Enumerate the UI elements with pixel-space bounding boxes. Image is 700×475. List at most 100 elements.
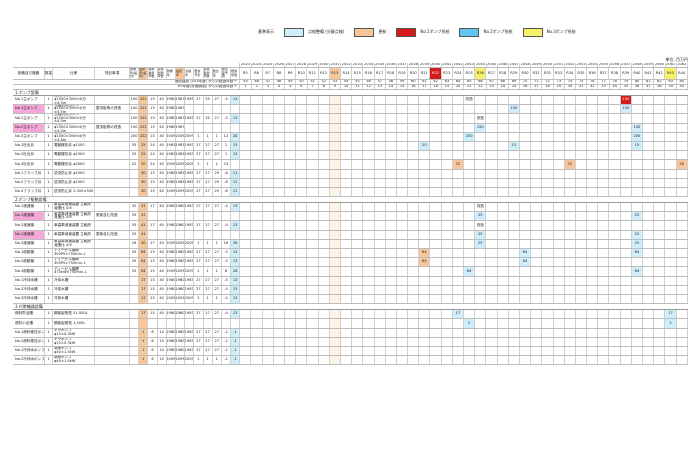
year-cell: 25 [631,230,643,239]
year-cell [520,123,532,132]
equipment-value: 13 [231,294,241,304]
header-label: 整備年 [166,68,176,79]
equipment-value: 40 [158,96,167,105]
year-cell [329,285,341,294]
header-reiwa: R6 [251,68,263,79]
year-cell [329,310,341,319]
equipment-value: 40 [158,132,167,141]
year-cell [486,346,498,356]
year-cell [665,212,677,221]
equipment-value: 1 [194,294,204,304]
year-cell [576,276,588,285]
equipment-value: 1 [194,267,204,276]
year-cell [419,169,431,178]
legend-item: No.1ポンプ系統 [396,27,449,37]
equipment-value: 15 [148,249,158,258]
header-label: 更新予定 [194,68,204,79]
year-cell [274,151,285,160]
year-cell [677,96,688,105]
year-cell [598,285,610,294]
header-elapsed: 70 [520,80,532,84]
year-cell [531,187,543,197]
equipment-row: No.2主ポンプ1立軸斜流ポンプ φ1500×300m3/分×4.5m10022… [13,114,688,124]
year-cell: 26 [676,160,688,169]
year-cell [643,267,655,276]
year-cell [598,294,610,304]
header-plan-year: 7 [308,85,319,89]
equipment-value: 41 [139,212,149,221]
year-cell [498,160,509,169]
equipment-value: 27 [194,258,204,267]
year-cell [442,230,453,239]
year-cell [598,319,610,328]
year-cell [621,187,632,197]
year-cell [531,203,543,212]
year-cell [319,151,330,160]
year-cell [408,285,420,294]
year-cell [430,328,442,337]
year-cell [654,212,666,221]
equipment-value [204,123,213,132]
year-cell [442,276,453,285]
year-cell [576,294,588,304]
header-reiwa: R38 [609,68,621,79]
year-cell [587,258,599,267]
equipment-value: 13 [231,203,241,212]
year-cell [554,356,565,365]
legend-label: 点検整備 (分解点検) [308,29,345,34]
year-cell [453,258,464,267]
year-cell [251,319,263,328]
header-year: 2041 [441,63,453,67]
header-reiwa: R34 [564,68,576,79]
equipment-value: 10 [158,328,167,337]
year-cell [419,356,431,365]
equipment-value: 28 [231,132,241,141]
header-year: 2045 [486,63,498,67]
year-cell [531,105,543,114]
year-cell [576,114,588,123]
legend-item: 基準表示 [258,29,274,35]
year-cell [453,212,464,221]
year-cell [251,285,263,294]
year-cell [654,239,666,248]
header-elapsed: 79 [621,80,632,84]
year-cell [565,187,576,197]
year-cell [285,221,297,230]
equipment-value: 27 [194,187,204,197]
year-cell [263,310,274,319]
year-cell [251,337,263,346]
year-cell [375,221,386,230]
year-cell [419,221,431,230]
year-cell: 2 [464,319,476,328]
year-cell [363,239,375,248]
equipment-name: No.1フラップ弁 [13,169,45,178]
year-cell [307,141,319,151]
equipment-name: No.1減速機 [13,212,45,221]
year-cell [654,319,666,328]
year-cell [576,310,588,319]
equipment-value: 25 [139,151,149,160]
year-cell [632,151,643,160]
year-cell [621,337,632,346]
year-cell [319,267,330,276]
equipment-qty: 1 [45,310,53,319]
unit-label: 単位: 百万円 [665,57,688,62]
year-cell [464,310,476,319]
year-cell [319,96,330,105]
year-cell [329,169,341,178]
year-cell [240,178,252,187]
year-cell [352,356,364,365]
year-cell [386,169,397,178]
year-cell [352,337,364,346]
year-cell [352,285,364,294]
header-plan-year: 13 [375,85,386,89]
year-cell [554,105,565,114]
equipment-value: 13 [231,96,241,105]
year-cell [329,187,341,197]
equipment-name: No.1減速機 [13,203,45,212]
year-cell [363,96,375,105]
year-cell [408,105,420,114]
year-cell [554,285,565,294]
equipment-value: -5 [222,276,232,285]
year-cell [307,96,319,105]
